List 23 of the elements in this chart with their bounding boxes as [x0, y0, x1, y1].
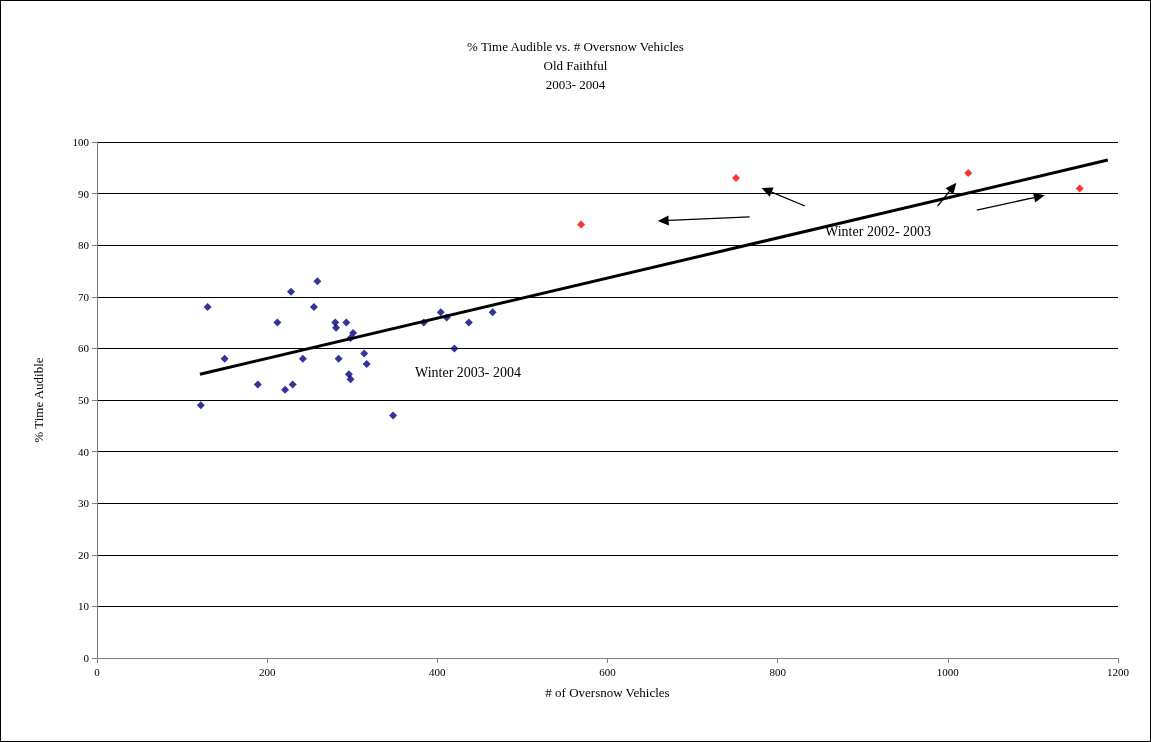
x-tick-label: 800 [769, 665, 787, 678]
x-axis-title: # of Oversnow Vehicles [545, 685, 670, 700]
x-tick-label: 400 [429, 665, 447, 678]
y-tick-label: 40 [78, 445, 90, 458]
chart-title: % Time Audible vs. # Oversnow Vehicles Old Faithful 2003- 2004 [467, 39, 684, 92]
y-tick-label: 90 [78, 187, 90, 200]
annotation: Winter 2002- 2003 [825, 224, 932, 240]
y-tick-label: 100 [72, 136, 90, 148]
y-tick-label: 20 [78, 548, 90, 561]
y-tick-label: 30 [78, 497, 90, 510]
y-tick-label: 10 [78, 600, 90, 613]
y-tick-label: 50 [78, 394, 90, 406]
annotation: Winter 2003- 2004 [414, 364, 521, 380]
x-tick-label: 1000 [936, 665, 960, 678]
x-tick-label: 1200 [1107, 665, 1130, 678]
y-axis-title: % Time Audible [31, 357, 46, 443]
y-tick-label: 0 [83, 652, 90, 664]
y-tick-label: 70 [78, 290, 90, 303]
y-tick-label: 80 [78, 239, 90, 252]
x-tick-label: 200 [258, 665, 276, 678]
x-tick-label: 600 [599, 665, 617, 678]
x-tick-label: 0 [94, 665, 101, 678]
y-tick-label: 60 [78, 342, 90, 355]
